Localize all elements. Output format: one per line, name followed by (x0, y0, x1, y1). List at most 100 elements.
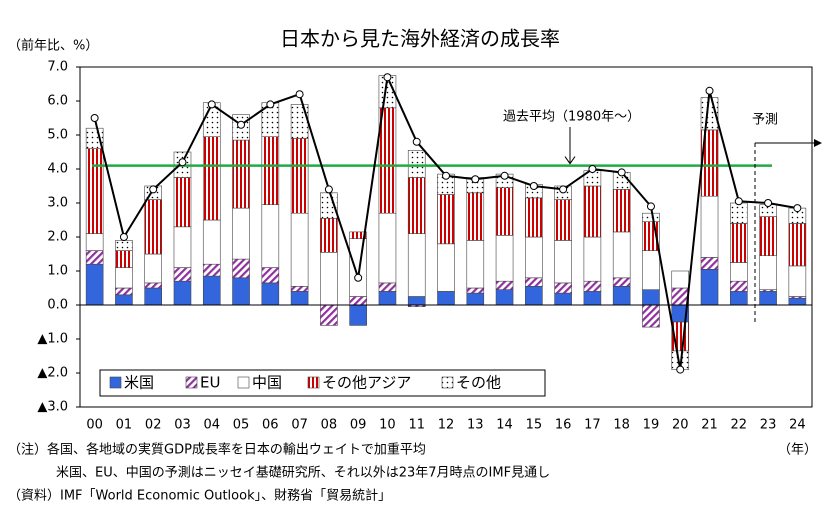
legend-swatch (185, 376, 198, 389)
bar-segment (642, 250, 660, 291)
y-tick-label: ▲3.0 (37, 400, 68, 415)
bar-segment (85, 263, 104, 306)
bar-segment (290, 291, 309, 306)
y-tick-label: 3.0 (47, 196, 68, 211)
bar-segment (466, 240, 485, 289)
bar-segment (261, 267, 280, 284)
bar-segment (554, 240, 572, 284)
bar-segment (173, 267, 192, 282)
legend-swatch (307, 376, 320, 389)
bar-segment (407, 150, 426, 178)
bar-segment (232, 258, 250, 279)
bar-segment (202, 219, 221, 265)
note: （資料）IMF「World Economic Outlook」、財務省「貿易統計… (8, 488, 391, 504)
x-tick-label: 00 (86, 418, 103, 433)
x-tick-label: 01 (116, 418, 133, 433)
total-marker (383, 73, 392, 82)
bar-segment (144, 282, 162, 289)
bar-segment (642, 304, 660, 328)
legend-swatch (237, 376, 250, 389)
total-marker (588, 165, 597, 173)
forecast-label: 予測 (752, 113, 778, 128)
bar-segment (788, 223, 807, 267)
total-marker (237, 120, 246, 129)
bar-segment (612, 277, 631, 287)
total-marker (412, 137, 421, 146)
bar-segment (85, 250, 104, 265)
bar-segment (320, 304, 338, 326)
x-tick-label: 17 (584, 418, 601, 433)
x-tick-label: 20 (672, 418, 689, 433)
total-marker (646, 202, 655, 211)
bar-segment (407, 296, 426, 306)
bar-segment (495, 187, 514, 236)
bar-segment (202, 275, 221, 306)
bar-segment (290, 104, 309, 139)
x-tick-label: 05 (233, 418, 250, 433)
bar-segment (349, 304, 367, 326)
bar-segment (349, 238, 367, 297)
bar-segment (583, 280, 602, 292)
bar-segment (554, 199, 572, 241)
total-marker (471, 175, 480, 184)
bar-segment (612, 285, 631, 306)
total-marker (178, 158, 187, 167)
bar-segment (525, 277, 543, 287)
forecast-arrowhead (814, 139, 822, 147)
x-tick-label: 19 (643, 418, 660, 433)
bar-segment (173, 226, 192, 268)
x-axis-label: （年） (778, 443, 817, 458)
bar-segment (495, 280, 514, 291)
bar-segment (115, 294, 133, 306)
bar-segment (759, 216, 777, 257)
total-marker (705, 86, 714, 95)
note: 米国、EU、中国の予測はニッセイ基礎研究所、それ以外は23年7月時点のIMF見通… (56, 466, 550, 481)
bar-segment (349, 296, 367, 306)
total-marker (266, 100, 275, 109)
bar-segment (729, 291, 748, 306)
bar-segment (85, 233, 104, 251)
annotation-arrowhead (564, 156, 576, 165)
legend-label: その他 (456, 374, 501, 392)
bar-segment (788, 297, 807, 306)
x-tick-label: 24 (789, 418, 806, 433)
bar-segment (232, 207, 250, 260)
bar-segment (495, 235, 514, 282)
x-tick-label: 12 (438, 418, 455, 433)
bar-segment (729, 202, 748, 224)
total-marker (734, 197, 743, 206)
bar-segment (612, 189, 631, 233)
bar-segment (466, 287, 485, 294)
total-marker (119, 233, 128, 241)
bar-segment (525, 285, 543, 306)
bar-segment (202, 136, 221, 221)
total-marker (500, 171, 509, 180)
x-tick-label: 06 (262, 418, 279, 433)
bar-segment (729, 280, 748, 292)
bar-segment (700, 195, 719, 258)
total-marker (529, 182, 538, 190)
bar-segment (495, 289, 514, 306)
bar-segment (583, 291, 602, 306)
bar-segment (788, 265, 807, 297)
total-marker (149, 185, 158, 194)
x-tick-label: 07 (291, 418, 308, 433)
bar-segment (378, 291, 397, 306)
bar-segment (759, 291, 777, 306)
bar-segment (202, 263, 221, 277)
bar-segment (437, 194, 455, 245)
total-marker (207, 100, 216, 109)
bar-segment (671, 270, 690, 289)
y-tick-label: 5.0 (47, 128, 68, 143)
bar-segment (554, 292, 572, 306)
bar-segment (466, 192, 485, 241)
total-marker (617, 168, 626, 177)
bar-segment (583, 185, 602, 238)
x-tick-label: 03 (174, 418, 191, 433)
x-tick-label: 16 (555, 418, 572, 433)
bar-segment (173, 177, 192, 228)
x-tick-label: 11 (408, 418, 425, 433)
y-tick-label: 4.0 (47, 162, 68, 177)
y-tick-label: ▲1.0 (37, 332, 68, 347)
